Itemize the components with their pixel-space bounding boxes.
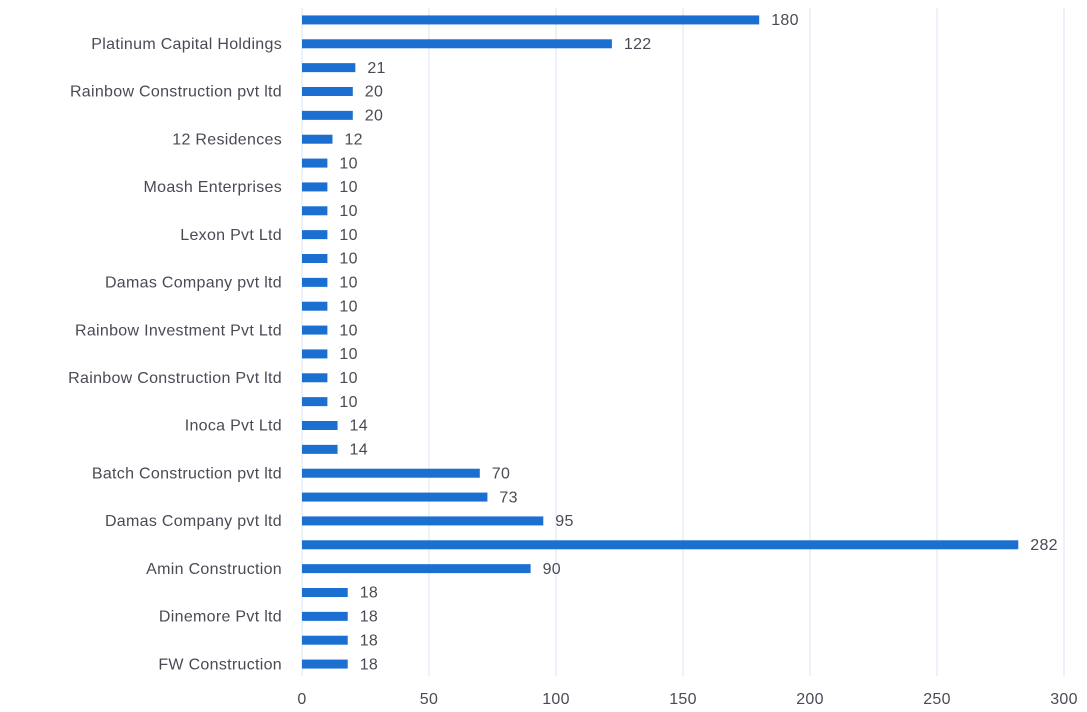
- bar: [302, 444, 338, 454]
- data-label: 12: [344, 131, 362, 148]
- data-label: 10: [339, 227, 357, 244]
- y-tick-label: Damas Company pvt ltd: [105, 513, 282, 530]
- x-tick-label: 50: [420, 691, 438, 708]
- bar: [302, 87, 353, 96]
- bar: [302, 611, 348, 621]
- bar: [302, 325, 328, 335]
- data-label: 10: [339, 346, 357, 363]
- data-label: 18: [360, 656, 378, 673]
- x-tick-label: 200: [796, 691, 824, 708]
- data-label: 180: [771, 12, 799, 29]
- data-label: 20: [365, 84, 383, 101]
- y-tick-label: Lexon Pvt Ltd: [180, 227, 282, 244]
- bar: [302, 564, 531, 574]
- data-label: 14: [350, 418, 368, 435]
- data-label: 10: [339, 179, 357, 196]
- data-label: 122: [624, 36, 652, 53]
- bar: [302, 659, 348, 669]
- bar: [302, 492, 488, 502]
- data-label: 10: [339, 298, 357, 315]
- data-label: 10: [339, 155, 357, 172]
- bar: [302, 230, 328, 240]
- data-label: 10: [339, 275, 357, 292]
- bar: [302, 63, 356, 73]
- data-label: 20: [365, 108, 383, 125]
- data-label: 73: [499, 489, 517, 506]
- y-tick-label: Inoca Pvt Ltd: [185, 418, 282, 435]
- bar: [302, 39, 612, 49]
- x-tick-label: 300: [1050, 691, 1078, 708]
- x-tick-label: 150: [669, 691, 697, 708]
- x-tick-label: 100: [542, 691, 570, 708]
- bar: [302, 635, 348, 645]
- bar: [302, 277, 328, 287]
- y-tick-label: Platinum Capital Holdings: [91, 36, 282, 53]
- data-label: 10: [339, 322, 357, 339]
- data-label: 10: [339, 251, 357, 268]
- data-label: 21: [367, 60, 385, 77]
- bar: [302, 254, 328, 263]
- y-tick-label: 12 Residences: [172, 131, 282, 148]
- data-label: 18: [360, 632, 378, 649]
- data-label: 10: [339, 203, 357, 220]
- y-tick-label: Rainbow Construction Pvt ltd: [68, 370, 282, 387]
- data-label: 10: [339, 370, 357, 387]
- bar: [302, 397, 328, 407]
- bar: [302, 134, 333, 144]
- y-tick-label: Moash Enterprises: [144, 179, 283, 196]
- y-tick-label: Rainbow Construction pvt ltd: [70, 84, 282, 101]
- x-tick-label: 250: [923, 691, 951, 708]
- bar: [302, 301, 328, 311]
- bar: [302, 206, 328, 216]
- data-label: 70: [492, 465, 510, 482]
- bar: [302, 540, 1019, 550]
- data-label: 90: [543, 561, 561, 578]
- bar: [302, 349, 328, 359]
- bar: [302, 15, 760, 25]
- data-label: 14: [350, 442, 368, 459]
- y-tick-label: Dinemore Pvt ltd: [159, 609, 282, 626]
- y-tick-label: FW Construction: [158, 656, 282, 673]
- y-tick-label: Damas Company pvt ltd: [105, 275, 282, 292]
- data-label: 18: [360, 585, 378, 602]
- data-label: 18: [360, 609, 378, 626]
- bar: [302, 158, 328, 168]
- bar: [302, 373, 328, 383]
- data-label: 10: [339, 394, 357, 411]
- bar: [302, 516, 544, 526]
- bar: [302, 468, 480, 478]
- data-label: 95: [555, 513, 573, 530]
- bar: [302, 588, 348, 597]
- bar: [302, 182, 328, 192]
- data-label: 282: [1030, 537, 1058, 554]
- bar: [302, 421, 338, 430]
- y-tick-label: Rainbow Investment Pvt Ltd: [75, 322, 282, 339]
- bar: [302, 110, 353, 120]
- y-tick-label: Batch Construction pvt ltd: [92, 465, 282, 482]
- y-tick-label: Amin Construction: [146, 561, 282, 578]
- x-tick-label: 0: [297, 691, 306, 708]
